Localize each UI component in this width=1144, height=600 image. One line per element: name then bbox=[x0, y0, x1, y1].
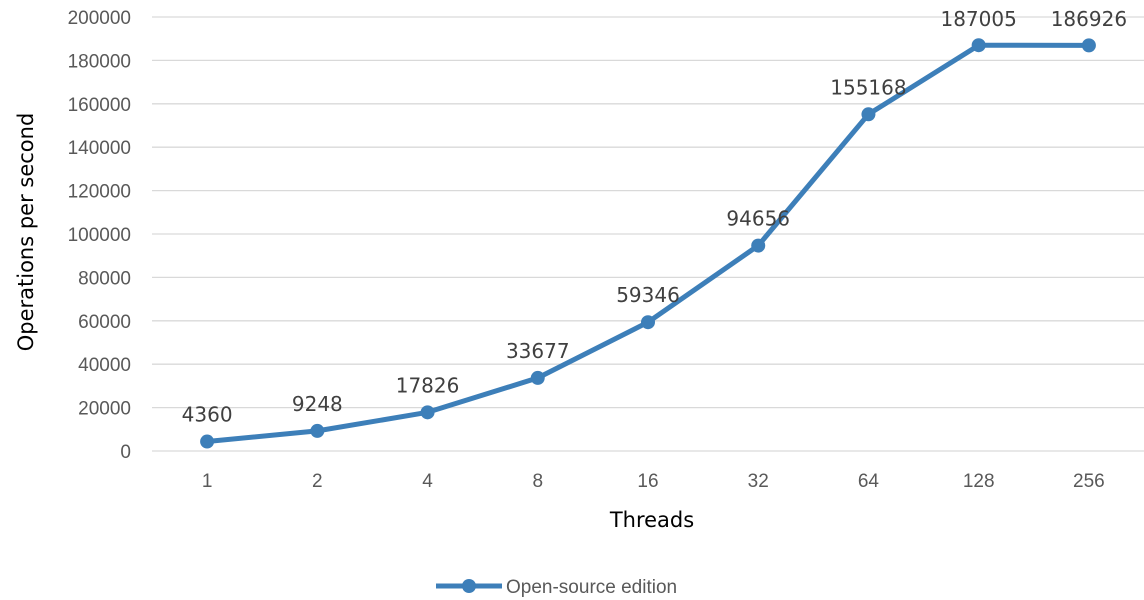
y-tick-label: 160000 bbox=[68, 95, 131, 116]
data-label: 186926 bbox=[1051, 7, 1127, 31]
data-label: 4360 bbox=[182, 403, 233, 427]
x-tick-label: 8 bbox=[532, 471, 543, 492]
y-tick-label: 140000 bbox=[68, 138, 131, 159]
x-tick-label: 128 bbox=[963, 471, 995, 492]
y-tick-label: 200000 bbox=[68, 8, 131, 29]
data-point bbox=[641, 315, 655, 330]
x-axis-ticks: 1 2 4 8 16 32 64 128 256 bbox=[202, 471, 1105, 492]
legend-dot-marker bbox=[462, 579, 476, 593]
y-axis-ticks: 0 20000 40000 60000 80000 100000 120000 140000 1… bbox=[68, 8, 131, 463]
data-point bbox=[420, 405, 435, 420]
data-label: 59346 bbox=[616, 283, 680, 307]
y-tick-label: 180000 bbox=[68, 51, 131, 72]
x-tick-label: 4 bbox=[422, 471, 433, 492]
y-tick-label: 40000 bbox=[78, 355, 131, 376]
data-point bbox=[971, 38, 986, 53]
legend-label: Open-source edition bbox=[506, 577, 677, 598]
data-point bbox=[751, 238, 766, 253]
x-tick-label: 256 bbox=[1073, 471, 1105, 492]
x-tick-label: 64 bbox=[858, 471, 880, 492]
gridlines bbox=[152, 16, 1144, 452]
data-label: 17826 bbox=[396, 373, 460, 397]
y-tick-label: 20000 bbox=[78, 399, 131, 420]
y-tick-label: 80000 bbox=[78, 268, 131, 289]
y-tick-label: 0 bbox=[120, 442, 131, 463]
y-axis-title: Operations per second bbox=[14, 113, 38, 352]
legend: Open-source edition bbox=[436, 577, 677, 598]
x-tick-label: 32 bbox=[748, 471, 769, 492]
y-tick-label: 100000 bbox=[68, 225, 131, 246]
data-label: 94656 bbox=[726, 207, 790, 231]
data-point bbox=[310, 423, 325, 438]
x-tick-label: 1 bbox=[202, 471, 213, 492]
data-label: 9248 bbox=[292, 392, 343, 416]
x-axis-title: Threads bbox=[609, 508, 694, 532]
series-line bbox=[204, 42, 1092, 444]
data-point bbox=[1081, 38, 1096, 53]
data-point bbox=[200, 434, 215, 449]
data-point bbox=[530, 370, 545, 385]
data-label: 187005 bbox=[940, 7, 1016, 31]
x-tick-label: 2 bbox=[312, 471, 323, 492]
data-label: 33677 bbox=[506, 339, 570, 363]
x-tick-label: 16 bbox=[637, 471, 658, 492]
data-labels: 4360 9248 17826 33677 59346 94656 155168 187005… bbox=[182, 7, 1127, 427]
data-label: 155168 bbox=[830, 75, 906, 99]
data-point bbox=[861, 107, 876, 122]
data-points bbox=[200, 38, 1096, 449]
y-tick-label: 120000 bbox=[68, 182, 131, 203]
y-tick-label: 60000 bbox=[78, 312, 131, 333]
